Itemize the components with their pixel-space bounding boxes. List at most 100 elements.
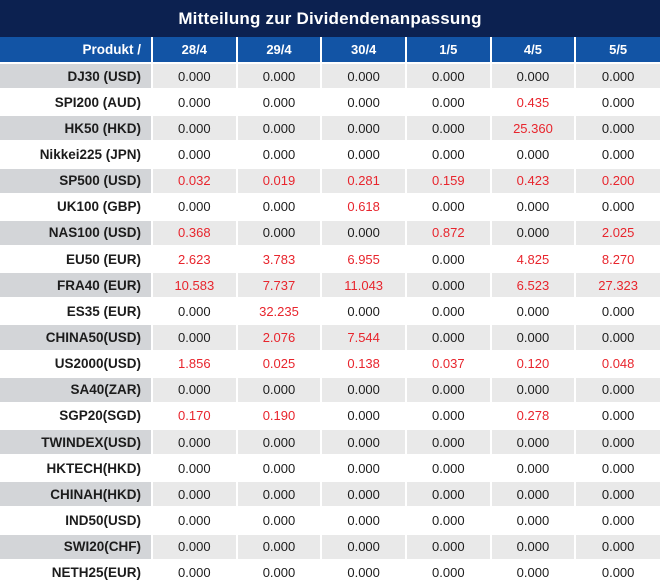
product-label: DJ30 (USD) [0,61,153,91]
value-cell: 0.000 [235,427,323,457]
product-label: UK100 (GBP) [0,192,153,221]
table-row: SPI200 (AUD) 0.000 0.000 0.000 0.000 0.435 0.… [0,88,660,117]
value-cell: 0.618 [320,192,407,221]
product-label: SPI200 (AUD) [0,88,153,117]
value-cell: 0.032 [151,166,238,195]
table-body: DJ30 (USD) 0.000 0.000 0.000 0.000 0.000 0.00… [0,61,660,587]
value-cell: 0.423 [489,166,577,195]
value-cell: 1.856 [151,349,238,378]
product-label: SP500 (USD) [0,166,153,195]
value-cell: 0.000 [574,140,660,169]
value-cell: 0.000 [404,88,492,117]
value-cell: 0.281 [320,166,407,195]
table-row: UK100 (GBP) 0.000 0.000 0.618 0.000 0.000 0.0… [0,192,660,221]
value-cell: 0.000 [235,218,323,247]
value-cell: 0.000 [320,532,407,561]
table-row: DJ30 (USD) 0.000 0.000 0.000 0.000 0.000 0.00… [0,61,660,91]
table-row: ES35 (EUR) 0.000 32.235 0.000 0.000 0.000 0.0… [0,297,660,326]
value-cell: 0.000 [574,297,660,326]
value-cell: 0.138 [320,349,407,378]
table-row: SWI20(CHF) 0.000 0.000 0.000 0.000 0.000 0.00… [0,532,660,561]
date-column-header: 29/4 [235,37,323,64]
date-column-header: 28/4 [151,37,238,64]
value-cell: 0.000 [404,558,492,587]
value-cell: 0.000 [151,375,238,404]
product-label: SA40(ZAR) [0,375,153,404]
value-cell: 0.000 [235,506,323,535]
value-cell: 0.000 [151,61,238,91]
value-cell: 0.000 [404,480,492,509]
value-cell: 0.000 [489,61,577,91]
value-cell: 0.000 [574,532,660,561]
value-cell: 0.000 [235,532,323,561]
value-cell: 0.000 [151,427,238,457]
value-cell: 0.000 [235,114,323,143]
value-cell: 0.025 [235,349,323,378]
value-cell: 0.190 [235,401,323,430]
table-row: HK50 (HKD) 0.000 0.000 0.000 0.000 25.360 0.0… [0,114,660,143]
product-label: CHINA50(USD) [0,323,153,352]
value-cell: 0.000 [151,140,238,169]
product-label: EU50 (EUR) [0,244,153,274]
value-cell: 7.544 [320,323,407,352]
value-cell: 0.000 [235,480,323,509]
value-cell: 0.000 [235,140,323,169]
table-row: TWINDEX(USD) 0.000 0.000 0.000 0.000 0.000 0.… [0,427,660,457]
product-label: ES35 (EUR) [0,297,153,326]
table-row: FRA40 (EUR) 10.583 7.737 11.043 0.000 6.523 2… [0,271,660,300]
table-row: IND50(USD) 0.000 0.000 0.000 0.000 0.000 0.00… [0,506,660,535]
value-cell: 0.000 [235,558,323,587]
value-cell: 0.019 [235,166,323,195]
value-cell: 0.000 [404,506,492,535]
value-cell: 0.000 [489,558,577,587]
value-cell: 0.000 [404,114,492,143]
date-column-header: 1/5 [404,37,492,64]
value-cell: 0.000 [574,323,660,352]
date-column-header: 4/5 [489,37,577,64]
value-cell: 0.000 [235,61,323,91]
value-cell: 0.000 [489,532,577,561]
value-cell: 0.159 [404,166,492,195]
value-cell: 2.623 [151,244,238,274]
value-cell: 0.000 [404,401,492,430]
value-cell: 0.000 [151,323,238,352]
product-label: SGP20(SGD) [0,401,153,430]
value-cell: 0.000 [320,140,407,169]
value-cell: 0.000 [574,506,660,535]
product-label: TWINDEX(USD) [0,427,153,457]
value-cell: 2.076 [235,323,323,352]
value-cell: 0.000 [404,323,492,352]
value-cell: 0.000 [489,192,577,221]
value-cell: 0.000 [489,427,577,457]
value-cell: 0.000 [404,192,492,221]
product-label: US2000(USD) [0,349,153,378]
value-cell: 0.000 [320,297,407,326]
value-cell: 0.000 [320,506,407,535]
value-cell: 0.000 [320,480,407,509]
value-cell: 0.000 [320,427,407,457]
value-cell: 0.435 [489,88,577,117]
value-cell: 0.000 [489,506,577,535]
value-cell: 0.000 [574,480,660,509]
value-cell: 0.000 [574,192,660,221]
title-bar: Mitteilung zur Dividendenanpassung [0,0,660,37]
value-cell: 0.000 [404,427,492,457]
value-cell: 11.043 [320,271,407,300]
table-row: SGP20(SGD) 0.170 0.190 0.000 0.000 0.278 0.00… [0,401,660,430]
value-cell: 0.000 [320,454,407,483]
value-cell: 0.000 [489,375,577,404]
value-cell: 25.360 [489,114,577,143]
value-cell: 10.583 [151,271,238,300]
value-cell: 2.025 [574,218,660,247]
value-cell: 0.000 [404,454,492,483]
value-cell: 0.000 [404,244,492,274]
value-cell: 0.000 [320,61,407,91]
product-label: IND50(USD) [0,506,153,535]
table-row: NETH25(EUR) 0.000 0.000 0.000 0.000 0.000 0.0… [0,558,660,587]
value-cell: 0.000 [320,114,407,143]
value-cell: 0.000 [404,375,492,404]
value-cell: 0.000 [574,114,660,143]
value-cell: 0.048 [574,349,660,378]
dividend-table: Produkt / 28/4 29/4 30/4 1/5 4/5 5/5 DJ30 (US… [0,37,660,587]
value-cell: 0.000 [151,114,238,143]
